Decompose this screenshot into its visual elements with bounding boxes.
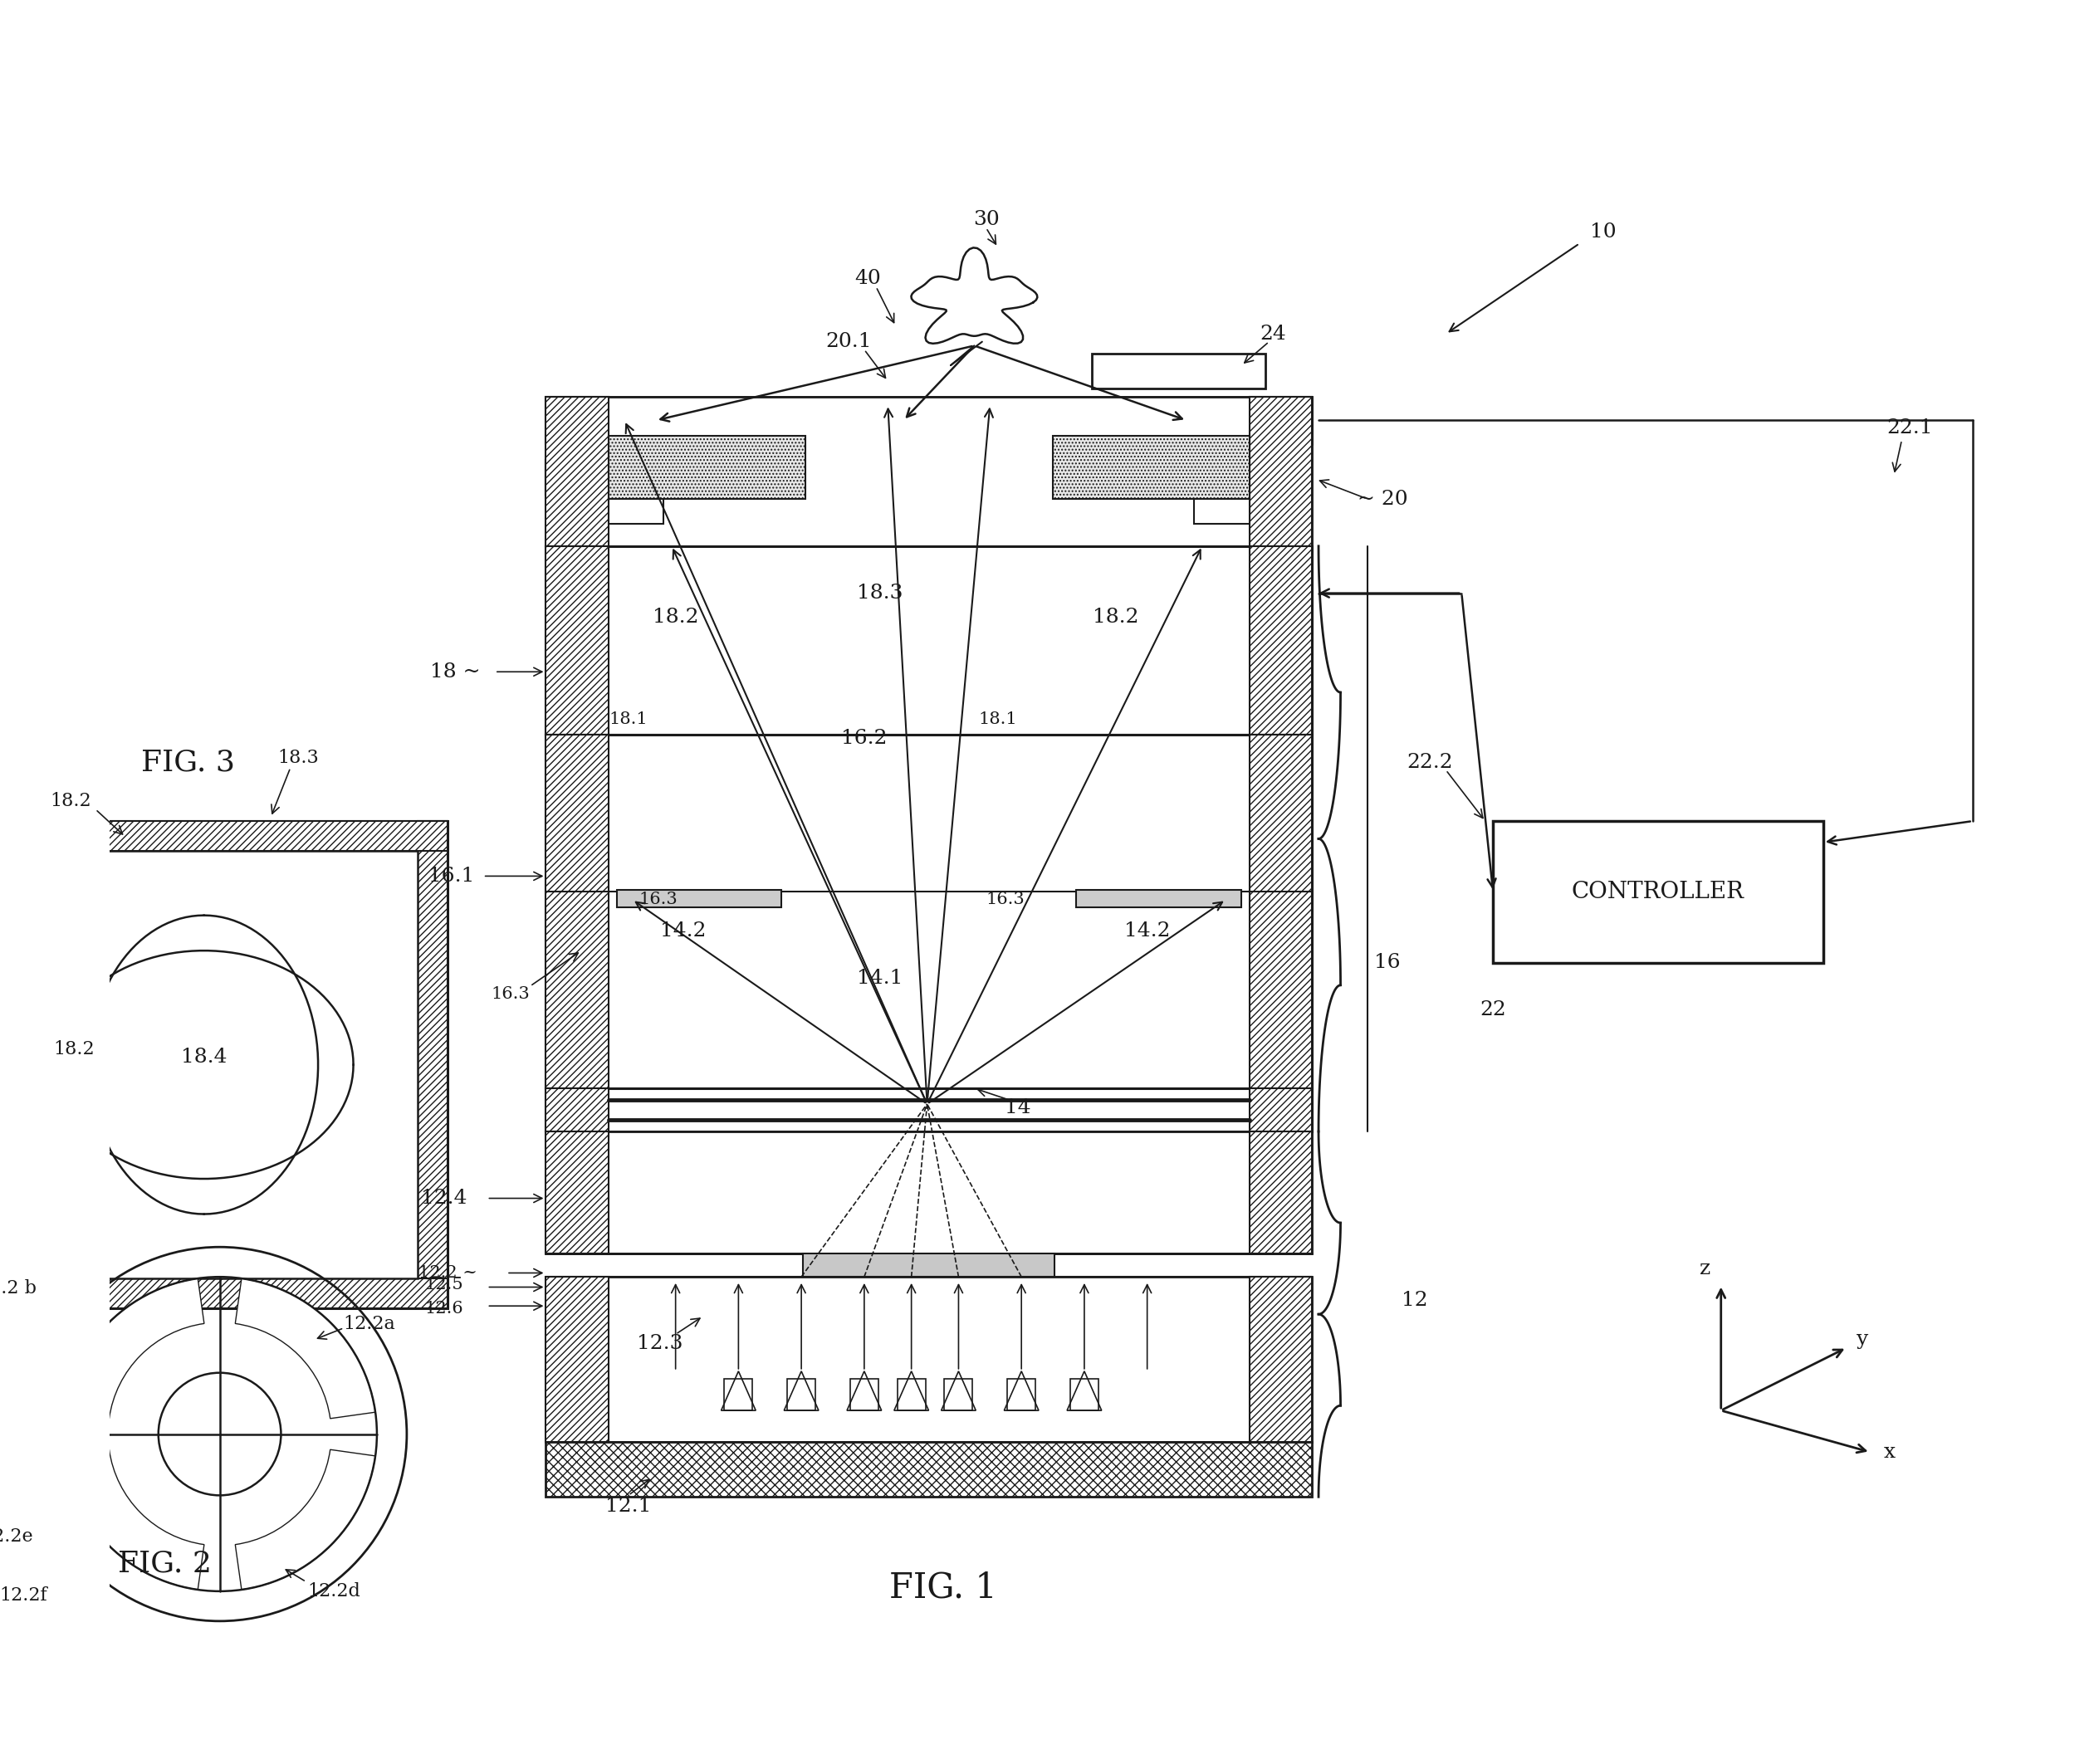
Bar [1249, 1277, 1312, 1441]
Bar [546, 1277, 1312, 1441]
Text: 30: 30 [972, 210, 999, 229]
Bar [1091, 353, 1266, 388]
Bar [546, 460, 609, 496]
Bar [724, 1379, 754, 1411]
Text: 16.1: 16.1 [428, 866, 474, 886]
Bar [1008, 1379, 1035, 1411]
Text: 12.2f: 12.2f [0, 1586, 46, 1603]
Bar [546, 1277, 609, 1441]
Wedge shape [235, 1279, 376, 1418]
Text: y: y [1856, 1330, 1868, 1349]
Text: 12.2a: 12.2a [342, 1314, 395, 1334]
Bar [546, 397, 609, 445]
Bar [1249, 734, 1312, 1088]
Text: 20.1: 20.1 [825, 332, 871, 351]
Bar [1249, 397, 1312, 445]
Bar [546, 1088, 1312, 1131]
Text: 12: 12 [1402, 1291, 1427, 1311]
Text: 22.2: 22.2 [1406, 753, 1453, 771]
Bar [609, 499, 663, 524]
Text: 18.2: 18.2 [55, 1039, 94, 1058]
Text: FIG. 3: FIG. 3 [141, 748, 235, 776]
Text: 24: 24 [1259, 325, 1287, 344]
Bar [546, 1441, 1312, 1498]
Bar [546, 397, 1312, 445]
Text: x: x [1885, 1443, 1895, 1462]
Text: 18.1: 18.1 [978, 711, 1018, 727]
Bar [546, 734, 609, 1088]
Text: 18.3: 18.3 [277, 750, 319, 767]
Bar [546, 1131, 1312, 1252]
Text: 10: 10 [1589, 222, 1616, 242]
Text: 18.3: 18.3 [856, 584, 903, 603]
Text: 22.1: 22.1 [1887, 418, 1933, 437]
Text: 14.2: 14.2 [1125, 921, 1171, 940]
Bar [804, 1252, 1054, 1277]
Bar [1070, 1379, 1098, 1411]
Bar [418, 820, 447, 1309]
Bar [0, 820, 447, 1309]
Text: 16.2: 16.2 [842, 729, 888, 748]
Text: 14: 14 [1003, 1099, 1031, 1117]
Text: 40: 40 [854, 270, 882, 288]
Text: 12.2 b: 12.2 b [0, 1279, 38, 1298]
Bar [850, 1379, 877, 1411]
Text: 18 ~: 18 ~ [430, 662, 481, 681]
Text: 12.4: 12.4 [420, 1189, 466, 1208]
Text: 16.3: 16.3 [638, 893, 678, 907]
Text: 14.2: 14.2 [661, 921, 707, 940]
Text: 18.2: 18.2 [50, 792, 90, 811]
Text: 12.2d: 12.2d [306, 1582, 361, 1600]
Text: 22: 22 [1480, 1000, 1507, 1020]
Text: 12.2e: 12.2e [0, 1528, 34, 1545]
Text: 18.4: 18.4 [181, 1048, 227, 1067]
Text: 18.1: 18.1 [609, 711, 649, 727]
Text: 12.6: 12.6 [424, 1300, 464, 1316]
Text: 18.2: 18.2 [1094, 607, 1140, 626]
Bar [1054, 436, 1249, 499]
Bar [0, 820, 447, 850]
Text: 16.3: 16.3 [987, 893, 1024, 907]
Bar [896, 1379, 926, 1411]
Bar [546, 547, 609, 734]
Text: 12.5: 12.5 [424, 1277, 464, 1293]
Text: CONTROLLER: CONTROLLER [1572, 880, 1744, 903]
Text: FIG. 1: FIG. 1 [890, 1570, 997, 1605]
Bar [1249, 547, 1312, 734]
Text: 12.1: 12.1 [605, 1498, 651, 1515]
Bar [945, 1379, 972, 1411]
Bar [546, 397, 1312, 547]
Bar [1249, 460, 1312, 496]
Bar [1077, 891, 1241, 907]
Wedge shape [63, 1279, 204, 1418]
Text: 16.3: 16.3 [491, 986, 529, 1002]
Text: FIG. 2: FIG. 2 [118, 1549, 212, 1577]
Bar [617, 891, 781, 907]
Bar [546, 1088, 609, 1131]
Text: 12.2 ~: 12.2 ~ [418, 1265, 476, 1281]
Bar [1194, 499, 1249, 524]
Text: 14.1: 14.1 [856, 968, 903, 988]
Text: ~ 20: ~ 20 [1358, 489, 1408, 508]
Bar [1249, 1088, 1312, 1131]
Bar [787, 1379, 817, 1411]
Bar [546, 547, 1312, 734]
Bar [1249, 1131, 1312, 1252]
Text: 16: 16 [1373, 953, 1400, 972]
Bar [0, 850, 418, 1279]
Bar [1492, 820, 1824, 963]
Bar [609, 436, 806, 499]
Text: 12.3: 12.3 [636, 1334, 682, 1353]
Bar [1249, 397, 1312, 547]
Bar [546, 734, 1312, 1088]
Wedge shape [235, 1450, 376, 1589]
Wedge shape [63, 1450, 204, 1589]
Bar [0, 1279, 447, 1309]
Text: z: z [1700, 1259, 1711, 1279]
Text: 18.2: 18.2 [653, 607, 699, 626]
Bar [546, 460, 1312, 496]
Bar [546, 397, 609, 547]
Bar [546, 1131, 609, 1252]
